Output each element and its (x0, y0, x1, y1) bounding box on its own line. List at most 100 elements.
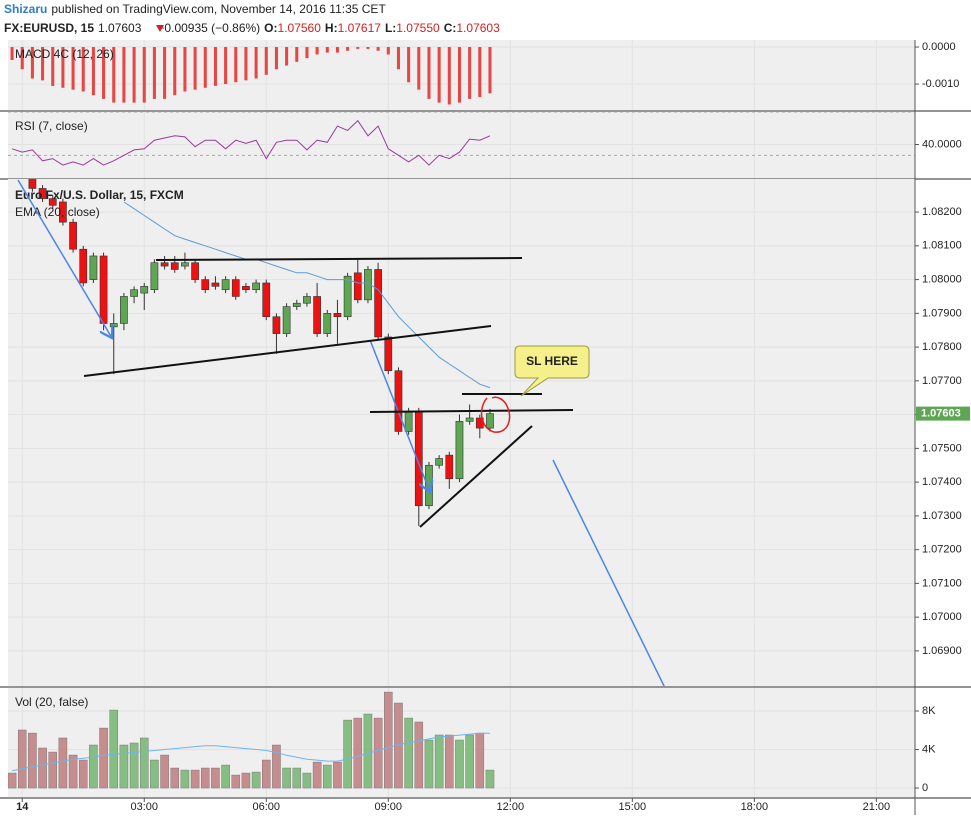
y-tick-label: 1.07300 (922, 510, 962, 522)
y-tick-label: 8K (922, 705, 936, 717)
c-label: C: (444, 21, 457, 35)
y-tick-label: 1.08100 (922, 240, 962, 252)
bar (58, 737, 68, 789)
bar (312, 761, 322, 789)
bar (99, 727, 108, 789)
candle-body (201, 279, 210, 291)
bar (488, 47, 492, 94)
bar (28, 732, 37, 789)
last-price-label: 1.07603 (921, 408, 961, 420)
bar (427, 47, 431, 99)
bar (119, 744, 129, 789)
candle-body (323, 313, 332, 334)
candle-body (435, 458, 443, 466)
bar (213, 47, 217, 86)
y-tick-label: 1.07400 (922, 476, 962, 488)
bar (81, 47, 85, 92)
x-tick-label: 18:00 (741, 801, 769, 813)
bar (457, 47, 461, 103)
bar (465, 734, 474, 789)
bar (455, 739, 464, 789)
bar (241, 772, 251, 789)
x-tick-label: 21:00 (863, 801, 891, 813)
y-tick-label: 1.07500 (922, 442, 962, 454)
bar (366, 47, 370, 49)
pane-title: MACD 4C (12, 26) (15, 47, 114, 61)
author: Shizaru (4, 2, 47, 16)
overlay-label: EMA (20, close) (15, 205, 100, 219)
circle-mark (480, 396, 511, 433)
candle-body (89, 255, 98, 280)
candle-body (28, 179, 37, 189)
bar (78, 759, 88, 789)
bar (150, 759, 159, 789)
y-tick-label: 1.08200 (922, 206, 962, 218)
bar (264, 47, 268, 75)
candle-body (59, 201, 67, 223)
bar (61, 47, 65, 88)
bar (129, 742, 139, 789)
bar (142, 47, 146, 103)
bar (437, 47, 441, 103)
candle-body (292, 302, 301, 307)
bar (475, 732, 485, 789)
candle-body (130, 289, 138, 297)
bar (38, 747, 47, 789)
x-tick-label: 09:00 (375, 801, 403, 813)
candle-body (109, 323, 118, 328)
bar (152, 47, 156, 99)
drawings: SL HERE (17, 179, 665, 686)
pane-title: Euro Fx/U.S. Dollar, 15, FXCM (15, 188, 184, 202)
bar (122, 47, 126, 103)
y-tick-label: 0.0000 (922, 41, 956, 53)
panes: 0.0000 -0.0010 MACD 4C (12, 26) 40.0000 RSI … (0, 40, 971, 815)
candle-body (170, 262, 179, 270)
plot (8, 688, 915, 797)
bar (282, 767, 291, 789)
callout-text: SL HERE (526, 354, 578, 368)
bar (221, 764, 230, 789)
bar (254, 47, 258, 79)
overlay-line (123, 201, 491, 389)
bar (325, 47, 329, 53)
bar (51, 47, 55, 86)
candle-body (221, 279, 230, 291)
x-tick-label: 14 (16, 801, 29, 813)
bar (112, 47, 116, 103)
bar (376, 47, 380, 51)
bar (292, 767, 302, 789)
bar (180, 769, 190, 789)
o-value: 1.07560 (278, 21, 322, 35)
bar (363, 713, 373, 789)
candle-body (181, 262, 189, 267)
x-tick-label: 06:00 (253, 801, 281, 813)
projection-line (552, 459, 665, 686)
bar (478, 47, 482, 98)
bar (485, 769, 495, 789)
candle-body (252, 282, 260, 291)
bar (68, 754, 78, 789)
bar (404, 717, 413, 789)
bar (132, 47, 136, 103)
l-value: 1.07550 (396, 21, 440, 35)
candle-body (242, 286, 250, 291)
x-tick-label: 15:00 (619, 801, 647, 813)
candle-body (374, 269, 382, 338)
change: −0.00935 (−0.86%) (157, 21, 260, 35)
candle-body (48, 198, 57, 206)
candle-body (211, 282, 220, 287)
bar (91, 47, 95, 96)
published: published on TradingView.com, November 1… (51, 2, 386, 16)
bar (445, 734, 454, 789)
candle-body (343, 275, 352, 318)
arrow (369, 339, 430, 492)
candle-body (99, 255, 108, 324)
bar (434, 734, 444, 789)
y-tick-label: 1.07700 (922, 375, 962, 387)
x-tick-label: 03:00 (130, 801, 158, 813)
candle-body (262, 282, 271, 318)
bar (335, 47, 339, 53)
bar (274, 47, 278, 70)
candle-body (313, 296, 321, 334)
bar (384, 691, 393, 789)
